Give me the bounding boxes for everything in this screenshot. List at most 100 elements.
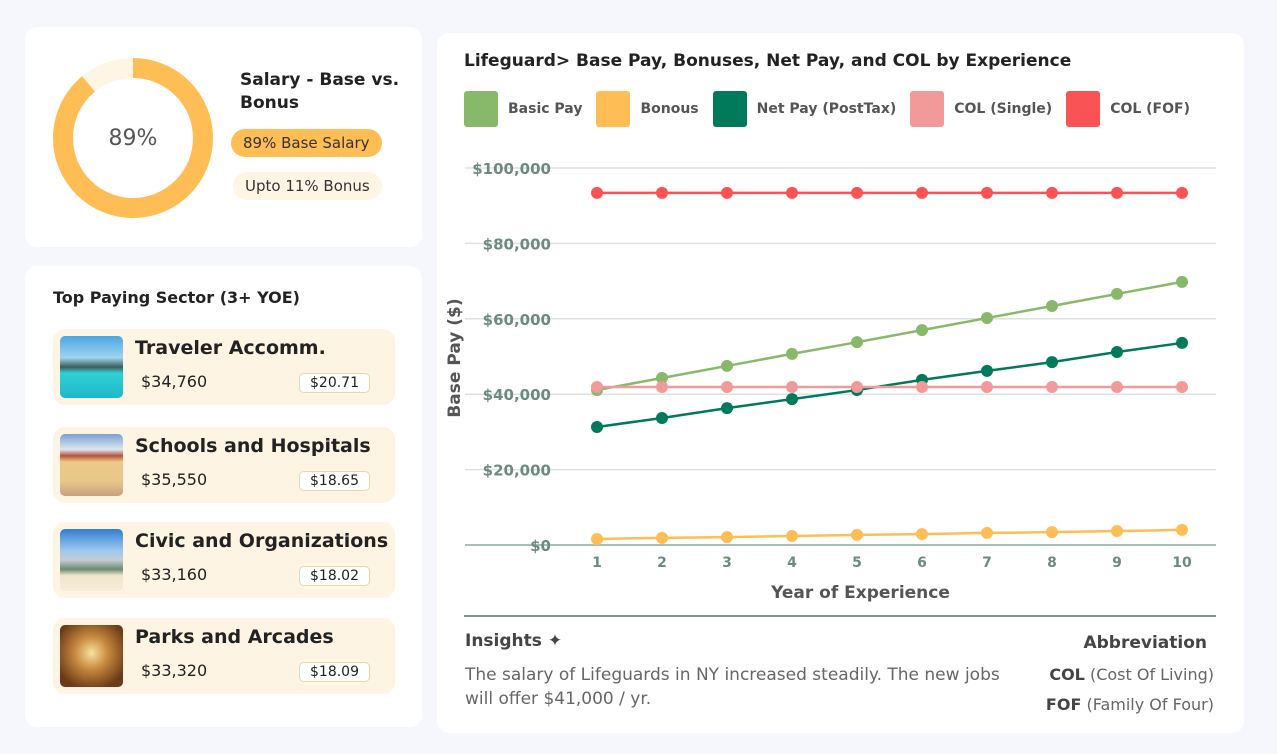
x-tick-label: 7 [982, 555, 992, 571]
data-point-col-single [656, 381, 668, 394]
x-tick-label: 8 [1047, 555, 1057, 571]
x-tick-label: 6 [917, 555, 927, 571]
chart-legend: Basic Pay Bonous Net Pay (PostTax) COL (… [464, 91, 1204, 127]
data-point-bonous [851, 528, 863, 541]
x-tick-label: 2 [657, 555, 667, 571]
data-point-bonous [981, 526, 993, 539]
sector-salary: $33,160 [141, 565, 208, 584]
legend-swatch [1066, 91, 1101, 127]
sector-item[interactable]: Parks and Arcades $33,320 $18.09 [53, 618, 395, 694]
y-tick-label: $20,000 [483, 462, 551, 480]
sector-name: Schools and Hospitals [135, 435, 371, 457]
legend-item[interactable]: Basic Pay [464, 91, 582, 127]
insights-title: Insights ✦ [465, 631, 563, 651]
data-point-bonous [916, 528, 928, 541]
data-point-col-single [786, 381, 798, 394]
data-point-basic-pay [786, 347, 798, 360]
data-point-basic-pay [916, 324, 928, 337]
data-point-basic-pay [1046, 299, 1058, 312]
legend-item[interactable]: COL (FOF) [1066, 91, 1190, 127]
abbreviation-col: COL (Cost Of Living) [1049, 665, 1214, 684]
data-point-basic-pay [981, 312, 993, 325]
base-salary-pill: 89% Base Salary [231, 129, 382, 157]
data-point-col-single [591, 381, 603, 394]
data-point-col-fof [916, 186, 928, 199]
data-point-net-pay-posttax [1176, 336, 1188, 349]
data-point-bonous [786, 529, 798, 542]
sector-item[interactable]: Civic and Organizations $33,160 $18.02 [53, 522, 395, 598]
x-tick-label: 4 [787, 555, 797, 571]
top-sectors-card: Top Paying Sector (3+ YOE) Traveler Acco… [25, 266, 422, 727]
y-axis-label: Base Pay ($) [445, 298, 465, 417]
data-point-net-pay-posttax [591, 420, 603, 433]
line-chart: $0 $20,000 $40,000 $60,000 $80,000 $100,000 1 2… [445, 160, 1216, 603]
data-point-col-fof [721, 186, 733, 199]
sector-hourly: $18.02 [299, 566, 370, 586]
data-point-col-fof [1046, 186, 1058, 199]
abbreviation-fof: FOF (Family Of Four) [1045, 695, 1214, 714]
legend-swatch [464, 91, 498, 127]
legend-swatch [910, 91, 945, 127]
x-tick-label: 1 [592, 555, 602, 571]
y-tick-label: $40,000 [483, 386, 551, 404]
data-point-col-fof [656, 186, 668, 199]
y-tick-label: $0 [530, 537, 551, 555]
data-point-col-single [1176, 381, 1188, 394]
data-point-bonous [656, 531, 668, 544]
salary-donut [53, 58, 213, 218]
data-point-col-single [721, 381, 733, 394]
donut-base-segment [53, 58, 213, 218]
sector-image-resort [60, 336, 123, 398]
legend-item[interactable]: Net Pay (PostTax) [712, 91, 896, 127]
data-point-col-fof [1111, 186, 1123, 199]
salary-split-card: 89% Salary - Base vs. Bonus 89% Base Sal… [25, 27, 422, 247]
bonus-pill: Upto 11% Bonus [233, 172, 382, 200]
insights-text: The salary of Lifeguards in NY increased… [465, 665, 1000, 709]
sector-image-building [60, 434, 123, 496]
data-point-net-pay-posttax [656, 411, 668, 424]
sector-hourly: $20.71 [299, 373, 370, 393]
abbreviation-title: Abbreviation [1083, 633, 1207, 653]
data-point-col-fof [851, 186, 863, 199]
sector-image-capitol [60, 529, 123, 591]
legend-item[interactable]: COL (Single) [910, 91, 1052, 127]
data-point-col-single [916, 381, 928, 394]
data-point-net-pay-posttax [786, 393, 798, 406]
data-point-net-pay-posttax [1046, 356, 1058, 369]
y-tick-label: $60,000 [483, 311, 551, 329]
data-point-col-fof [1176, 186, 1188, 199]
sector-hourly: $18.09 [299, 662, 370, 682]
sector-item[interactable]: Traveler Accomm. $34,760 $20.71 [53, 329, 395, 405]
sectors-title: Top Paying Sector (3+ YOE) [53, 288, 300, 307]
sector-salary: $34,760 [141, 372, 208, 391]
sector-hourly: $18.65 [299, 471, 370, 491]
data-point-basic-pay [851, 336, 863, 349]
data-point-col-single [981, 381, 993, 394]
sector-name: Civic and Organizations [135, 530, 389, 552]
data-point-net-pay-posttax [981, 364, 993, 377]
legend-item[interactable]: Bonous [596, 91, 699, 127]
divider [464, 615, 1216, 617]
sparkle-icon: ✦ [547, 631, 563, 651]
sector-salary: $33,320 [141, 661, 208, 680]
data-point-basic-pay [1176, 275, 1188, 288]
x-tick-label: 5 [852, 555, 862, 571]
sector-item[interactable]: Schools and Hospitals $35,550 $18.65 [53, 427, 395, 503]
series-line-net-pay-posttax [596, 341, 1183, 429]
series-line-bonous [596, 528, 1183, 541]
x-axis-label: Year of Experience [770, 583, 950, 603]
legend-swatch [712, 91, 747, 127]
split-title: Salary - Base vs. Bonus [240, 70, 400, 113]
sector-image-arcade [60, 625, 123, 687]
data-point-col-single [1046, 381, 1058, 394]
y-tick-label: $100,000 [472, 160, 551, 178]
x-tick-label: 9 [1112, 555, 1122, 571]
data-point-col-single [851, 381, 863, 394]
data-point-col-single [1111, 381, 1123, 394]
sector-salary: $35,550 [141, 470, 208, 489]
chart-card: Lifeguard> Base Pay, Bonuses, Net Pay, a… [437, 33, 1244, 733]
data-point-bonous [1176, 523, 1188, 536]
data-point-basic-pay [656, 371, 668, 384]
donut-center-label: 89% [108, 125, 158, 151]
series-line-basic-pay [596, 280, 1183, 392]
